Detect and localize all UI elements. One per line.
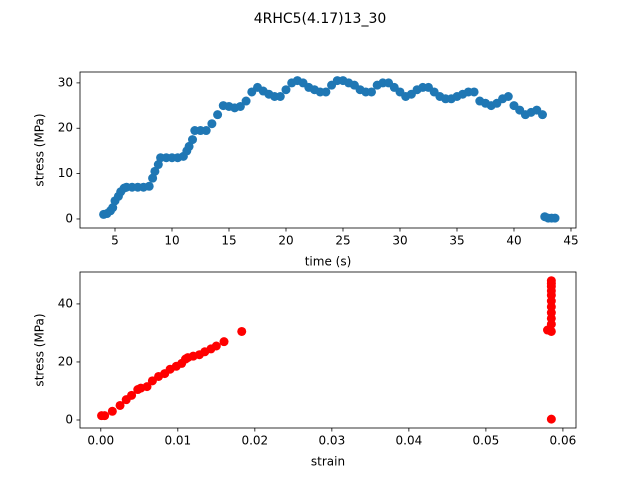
x-tick-label: 35 (449, 234, 464, 248)
x-axis-label: strain (311, 455, 345, 469)
y-axis-label: stress (MPa) (33, 113, 47, 186)
point (366, 87, 376, 97)
point (108, 203, 118, 213)
x-tick-label: 5 (111, 234, 119, 248)
axes-frame (79, 271, 577, 429)
point (184, 141, 194, 151)
point (281, 85, 291, 95)
y-tick-label: 40 (58, 296, 73, 310)
x-tick-label: 20 (278, 234, 293, 248)
x-tick-label: 10 (164, 234, 179, 248)
point (241, 96, 251, 106)
point (275, 91, 285, 101)
point (321, 87, 331, 97)
x-axis-label: time (s) (305, 255, 352, 269)
x-tick-label: 25 (335, 234, 350, 248)
point (201, 126, 211, 136)
x-tick-label: 0.00 (87, 434, 114, 448)
point (237, 326, 247, 336)
x-tick-label: 0.04 (396, 434, 423, 448)
x-tick-label: 0.05 (473, 434, 500, 448)
x-tick-label: 40 (506, 234, 521, 248)
point (150, 166, 160, 176)
y-tick-label: 10 (58, 166, 73, 180)
point (503, 91, 513, 101)
point (211, 341, 221, 351)
x-tick-label: 45 (563, 234, 578, 248)
point (115, 400, 125, 410)
x-tick-label: 30 (392, 234, 407, 248)
y-tick-label: 20 (58, 121, 73, 135)
point (469, 87, 479, 97)
point (546, 414, 556, 424)
point (127, 390, 137, 400)
point (550, 213, 560, 223)
point (235, 101, 245, 111)
point (546, 276, 556, 286)
point (100, 411, 110, 421)
axes-frame (79, 71, 577, 229)
x-tick-label: 0.01 (164, 434, 191, 448)
point (537, 110, 547, 120)
point (188, 135, 198, 145)
point (107, 406, 117, 416)
y-tick-label: 20 (58, 354, 73, 368)
point (219, 337, 229, 347)
y-tick-label: 0 (65, 211, 73, 225)
point (142, 382, 152, 392)
point (546, 326, 556, 336)
y-tick-label: 30 (58, 75, 73, 89)
figure-title: 4RHC5(4.17)13_30 (254, 11, 387, 27)
x-tick-label: 15 (221, 234, 236, 248)
point (153, 160, 163, 170)
y-tick-label: 0 (65, 412, 73, 426)
point (207, 119, 217, 129)
point (144, 181, 154, 191)
point (148, 173, 158, 183)
y-axis-label: stress (MPa) (33, 313, 47, 386)
point (213, 110, 223, 120)
x-tick-label: 0.02 (241, 434, 268, 448)
x-tick-label: 0.03 (318, 434, 345, 448)
x-tick-label: 0.06 (550, 434, 577, 448)
